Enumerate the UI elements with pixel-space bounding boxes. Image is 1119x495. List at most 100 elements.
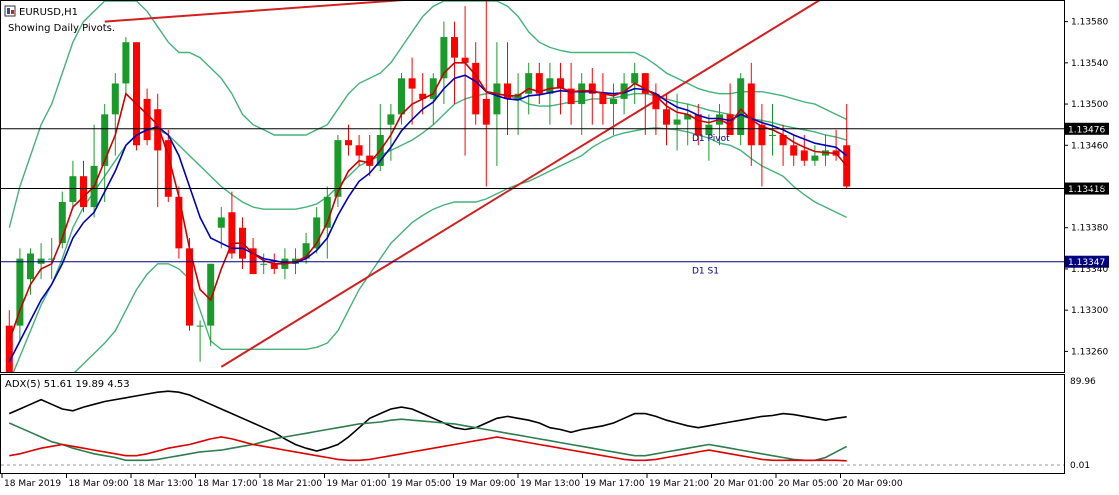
candle-body (747, 83, 755, 146)
candle-body (567, 88, 575, 105)
y-tick-label: 1.13260 (1071, 347, 1108, 357)
candle-body (800, 150, 808, 161)
candle-body (323, 196, 331, 228)
candle-body (663, 109, 670, 125)
y-tick-label: 1.13340 (1071, 265, 1108, 275)
candle-body (143, 98, 151, 141)
candle-body (133, 42, 140, 146)
trendline-upper-resistance[interactable] (104, 0, 1064, 23)
adx-tick-label: 0.01 (1070, 461, 1090, 471)
price-label-box (1065, 255, 1109, 268)
candle-body (578, 83, 586, 105)
candle-body (313, 217, 321, 249)
x-tick-label: 18 Mar 09:00 (69, 479, 129, 489)
pivot-label: D1 Pivot (692, 134, 730, 144)
main-chart-pane (0, 0, 1065, 373)
price-label: 1.13476 (1068, 125, 1105, 135)
candle-body (398, 78, 405, 115)
candle-body (493, 83, 501, 115)
candle-body (217, 217, 225, 228)
candle-body (101, 114, 109, 166)
candle-body (684, 114, 692, 120)
price-label-box (1065, 182, 1109, 195)
candle-body (249, 248, 257, 275)
candle-body (164, 140, 172, 197)
time-axis: 18 Mar 2019 18 Mar 09:00 18 Mar 13:00 18 Ma… (1, 474, 903, 489)
chart-window-icon[interactable] (4, 5, 16, 17)
adx-tick-label: 89.96 (1070, 377, 1096, 387)
adx-axis: 89.96 0.01 (1070, 377, 1096, 471)
candle-body (186, 248, 193, 326)
candle-body (154, 109, 162, 151)
y-tick-label: 1.13380 (1071, 224, 1108, 234)
y-tick-label: 1.13420 (1071, 183, 1108, 193)
candle-body (779, 134, 787, 146)
x-tick-label: 18 Mar 13:00 (133, 479, 193, 489)
y-tick-label: 1.13500 (1071, 100, 1108, 110)
candle-body (111, 83, 119, 115)
candle-body (652, 93, 660, 110)
candle-body (302, 243, 310, 259)
pivot-label: D1 S1 (692, 267, 719, 277)
candle-body (557, 78, 564, 89)
candle-body (546, 78, 554, 94)
candle-body (5, 325, 13, 372)
candle-body (641, 73, 649, 94)
candle-body (535, 73, 543, 94)
candle-body (27, 253, 34, 280)
band-upper-line (8, 1, 848, 228)
price-label-box (1065, 122, 1109, 135)
x-tick-label: 18 Mar 2019 (4, 479, 61, 489)
candle-body (504, 83, 511, 99)
x-tick-label: 19 Mar 17:00 (585, 479, 645, 489)
candle-body (429, 78, 437, 99)
candle-body (451, 37, 458, 58)
horizontal-lines: 1.13476 1.13418 1.13347 D1 Pivot D1 S1 (1, 122, 1109, 277)
candle-body (610, 98, 617, 105)
candle-body (58, 201, 66, 244)
x-tick-label: 19 Mar 01:00 (327, 479, 387, 489)
candle-body (355, 145, 363, 156)
candle-body (345, 140, 352, 146)
x-tick-label: 19 Mar 09:00 (456, 479, 516, 489)
minus-di-line (9, 436, 847, 462)
candle-body (440, 37, 448, 79)
candle-body (37, 258, 45, 264)
adx-title: ADX(5) 51.61 19.89 4.53 (5, 379, 130, 390)
price-plot (5, 0, 1064, 372)
x-tick-label: 20 Mar 01:00 (714, 479, 774, 489)
candle-body (461, 57, 469, 63)
price-label: 1.13418 (1068, 185, 1105, 195)
candle-body (260, 263, 268, 265)
x-tick-label: 19 Mar 21:00 (649, 479, 709, 489)
candle-body (599, 93, 607, 105)
candle-body (769, 134, 776, 136)
candle-body (673, 119, 681, 125)
candle-body (705, 124, 713, 135)
price-axis: 1.13580 1.13540 1.13500 1.13460 1.13420 1.133… (1064, 18, 1108, 357)
trendline-lower-support[interactable] (220, 0, 1064, 368)
band-lower-line (74, 127, 848, 372)
chart-subtitle: Showing Daily Pivots. (8, 23, 115, 34)
candle-body (196, 325, 204, 327)
candle-body (270, 263, 278, 269)
candle-body (387, 114, 395, 125)
candle-body (175, 196, 183, 249)
candle-body (694, 114, 702, 135)
candle-body (758, 124, 766, 146)
candle-body (482, 98, 490, 125)
candle-body (80, 176, 87, 208)
y-tick-label: 1.13460 (1071, 141, 1108, 151)
candle-body (228, 212, 236, 254)
candle-body (48, 258, 56, 260)
candle-body (472, 62, 480, 115)
candle-body (122, 42, 130, 84)
candle-body (16, 258, 24, 326)
candle-body (419, 93, 427, 99)
candle-body (525, 73, 533, 94)
candle-body (334, 140, 342, 197)
candle-body (366, 155, 374, 166)
candle-body (588, 83, 596, 94)
y-tick-label: 1.13540 (1071, 59, 1108, 69)
